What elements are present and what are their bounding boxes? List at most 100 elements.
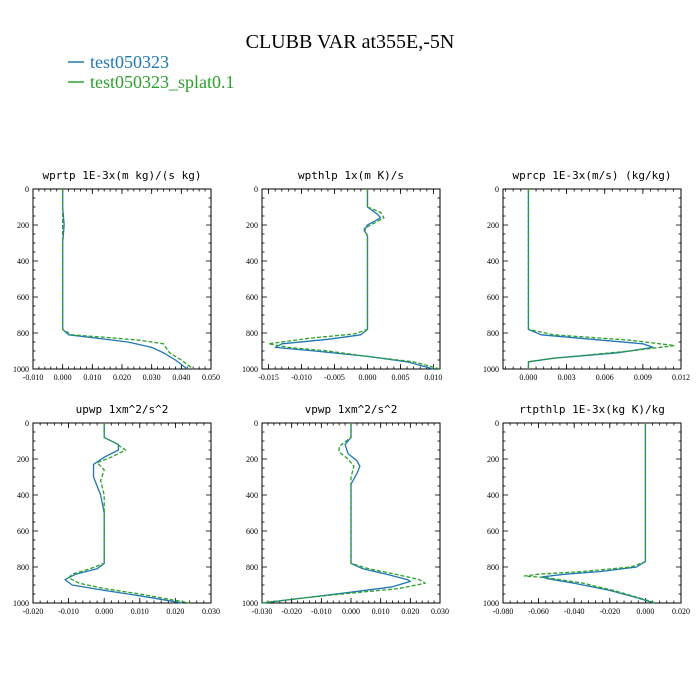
x-tick-label: -0.010 bbox=[311, 607, 332, 616]
y-tick-label: 200 bbox=[17, 221, 29, 230]
plot-frame bbox=[261, 188, 441, 370]
x-tick-label: 0.040 bbox=[172, 373, 190, 382]
y-tick-label: 1000 bbox=[242, 365, 258, 374]
y-tick-label: 0 bbox=[495, 419, 499, 428]
x-tick-label: 0.010 bbox=[83, 373, 101, 382]
y-tick-label: 400 bbox=[246, 257, 258, 266]
x-tick-label: -0.020 bbox=[23, 607, 44, 616]
x-tick-label: 0.020 bbox=[672, 607, 690, 616]
x-tick-label: 0.000 bbox=[519, 373, 537, 382]
plot-frame bbox=[32, 188, 212, 370]
x-tick-label: -0.030 bbox=[252, 607, 273, 616]
x-tick-label: 0.000 bbox=[342, 607, 360, 616]
y-tick-label: 0 bbox=[254, 185, 258, 194]
y-tick-label: 400 bbox=[17, 257, 29, 266]
panel-2: wpthlp 1x(m K)/s -0.015 -0.010 -0.005 0.000 0… bbox=[242, 169, 442, 382]
x-tick-label: 0.009 bbox=[634, 373, 652, 382]
x-tick-label: 0.020 bbox=[401, 607, 419, 616]
y-tick-label: 400 bbox=[246, 491, 258, 500]
series-line-test050323 bbox=[274, 189, 434, 370]
y-tick-label: 400 bbox=[17, 491, 29, 500]
y-tick-label: 1000 bbox=[483, 599, 499, 608]
x-tick-label: -0.005 bbox=[324, 373, 345, 382]
x-tick-label: 0.003 bbox=[558, 373, 576, 382]
panel-title: wpthlp 1x(m K)/s bbox=[298, 169, 404, 182]
x-tick-label: 0.030 bbox=[202, 607, 220, 616]
y-tick-label: 200 bbox=[17, 455, 29, 464]
panel-title: wprtp 1E-3x(m kg)/(s kg) bbox=[43, 169, 202, 182]
series-line-test050323 bbox=[527, 189, 654, 369]
plot-frame bbox=[502, 188, 682, 370]
x-tick-label: 0.020 bbox=[166, 607, 184, 616]
series-line-test050323-splat0-1 bbox=[267, 189, 441, 370]
y-tick-label: 600 bbox=[487, 527, 499, 536]
y-tick-label: 800 bbox=[487, 563, 499, 572]
x-tick-label: -0.020 bbox=[599, 607, 620, 616]
series-line-test050323-splat0-1 bbox=[527, 189, 676, 369]
y-tick-label: 0 bbox=[254, 419, 258, 428]
x-tick-label: -0.080 bbox=[493, 607, 514, 616]
x-tick-label: -0.015 bbox=[258, 373, 279, 382]
y-tick-label: 800 bbox=[246, 563, 258, 572]
panels: wprtp 1E-3x(m kg)/(s kg) -0.010 0.000 0.010… bbox=[13, 169, 690, 616]
x-tick-label: 0.010 bbox=[424, 373, 442, 382]
series-line-test050323 bbox=[62, 189, 188, 370]
y-tick-label: 600 bbox=[17, 527, 29, 536]
x-tick-label: 0.000 bbox=[636, 607, 654, 616]
legend-entry-2: test050323_splat0.1 bbox=[90, 72, 235, 92]
y-tick-label: 1000 bbox=[483, 365, 499, 374]
plot-frame bbox=[32, 422, 212, 604]
y-tick-label: 200 bbox=[487, 455, 499, 464]
y-tick-label: 800 bbox=[487, 329, 499, 338]
y-tick-label: 400 bbox=[487, 257, 499, 266]
y-tick-label: 200 bbox=[246, 221, 258, 230]
series-line-test050323-splat0-1 bbox=[261, 423, 426, 604]
panel-1: wprtp 1E-3x(m kg)/(s kg) -0.010 0.000 0.010… bbox=[13, 169, 220, 382]
x-tick-label: -0.020 bbox=[281, 607, 302, 616]
series-line-test050323 bbox=[64, 423, 183, 604]
x-tick-label: 0.030 bbox=[143, 373, 161, 382]
x-tick-label: 0.006 bbox=[596, 373, 614, 382]
series-line-test050323-splat0-1 bbox=[523, 423, 657, 604]
x-tick-label: 0.012 bbox=[672, 373, 690, 382]
panel-title: rtpthlp 1E-3x(kg K)/kg bbox=[519, 403, 665, 416]
y-tick-label: 800 bbox=[17, 329, 29, 338]
y-tick-label: 1000 bbox=[242, 599, 258, 608]
series-line-test050323 bbox=[541, 423, 655, 604]
legend-entry-1: test050323 bbox=[90, 52, 169, 72]
y-tick-label: 200 bbox=[487, 221, 499, 230]
x-tick-label: -0.060 bbox=[528, 607, 549, 616]
series-line-test050323 bbox=[261, 423, 411, 604]
y-tick-label: 1000 bbox=[13, 599, 29, 608]
panel-title: vpwp 1xm^2/s^2 bbox=[305, 403, 398, 416]
panel-title: upwp 1xm^2/s^2 bbox=[76, 403, 169, 416]
x-tick-label: 0.000 bbox=[54, 373, 72, 382]
x-tick-label: 0.005 bbox=[391, 373, 409, 382]
y-tick-label: 800 bbox=[246, 329, 258, 338]
legend: test050323 test050323_splat0.1 bbox=[68, 52, 235, 92]
y-tick-label: 1000 bbox=[13, 365, 29, 374]
x-tick-label: -0.010 bbox=[58, 607, 79, 616]
x-tick-label: 0.010 bbox=[372, 607, 390, 616]
panel-5: vpwp 1xm^2/s^2 -0.030 -0.020 -0.010 0.000 0.0… bbox=[242, 403, 449, 616]
x-tick-label: 0.010 bbox=[131, 607, 149, 616]
panel-4: upwp 1xm^2/s^2 -0.020 -0.010 0.000 0.010 0.02… bbox=[13, 403, 220, 616]
x-tick-label: 0.000 bbox=[95, 607, 113, 616]
x-tick-label: -0.010 bbox=[23, 373, 44, 382]
y-tick-label: 0 bbox=[495, 185, 499, 194]
series-line-test050323-splat0-1 bbox=[67, 423, 190, 604]
panel-3: wprcp 1E-3x(m/s) (kg/kg) 0.000 0.003 0.006 0… bbox=[483, 169, 690, 382]
y-tick-label: 0 bbox=[25, 419, 29, 428]
y-tick-label: 0 bbox=[25, 185, 29, 194]
y-tick-label: 600 bbox=[487, 293, 499, 302]
y-tick-label: 400 bbox=[487, 491, 499, 500]
x-tick-label: 0.000 bbox=[358, 373, 376, 382]
figure-title: CLUBB VAR at355E,-5N bbox=[246, 31, 455, 53]
y-tick-label: 200 bbox=[246, 455, 258, 464]
x-tick-label: -0.040 bbox=[564, 607, 585, 616]
y-tick-label: 800 bbox=[17, 563, 29, 572]
x-tick-label: 0.020 bbox=[113, 373, 131, 382]
y-tick-label: 600 bbox=[17, 293, 29, 302]
y-tick-label: 600 bbox=[246, 527, 258, 536]
